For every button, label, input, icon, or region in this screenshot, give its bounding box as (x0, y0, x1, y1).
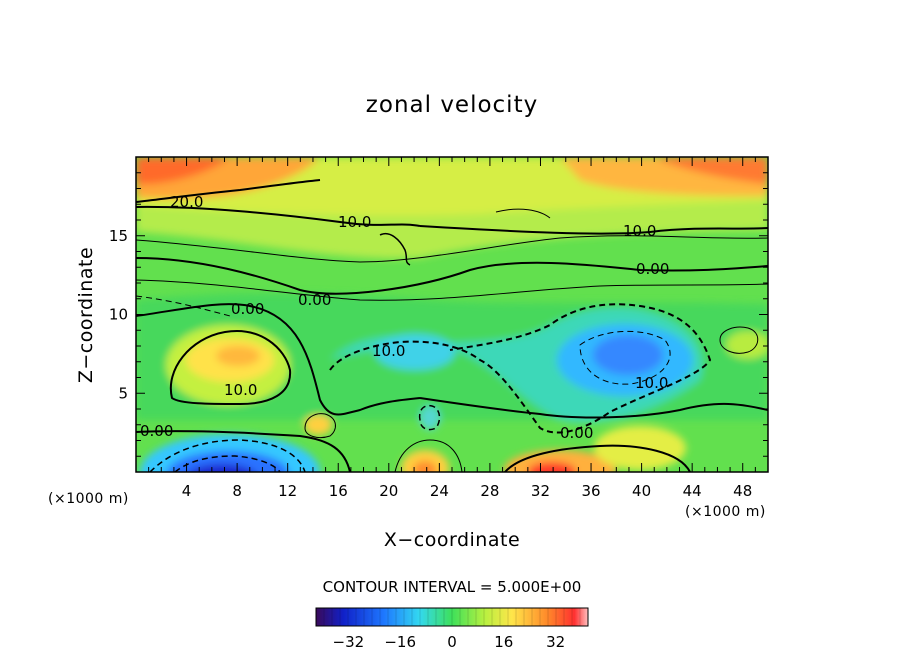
colorbar-tick-label: 32 (546, 633, 565, 651)
contour-label: 0.00 (298, 291, 331, 309)
contour-label: 10.0 (623, 222, 656, 240)
y-tick-label: 15 (109, 227, 128, 245)
contour-label: 0.00 (231, 300, 264, 318)
colorbar-frame (315, 607, 589, 627)
contour-interval-text: CONTOUR INTERVAL = 5.000E+00 (323, 578, 582, 596)
colorbar-tick-label: −32 (333, 633, 365, 651)
chart-title: zonal velocity (366, 92, 538, 118)
colorbar-tick-label: 0 (447, 633, 457, 651)
x-tick-label: 44 (683, 482, 702, 500)
contour-label: 0.00 (560, 424, 593, 442)
y-tick-label: 5 (118, 384, 128, 402)
x-unit-right: (×1000 m) (685, 504, 766, 520)
x-tick-label: 4 (182, 482, 192, 500)
colorbar-tick-label: 16 (494, 633, 513, 651)
x-tick-label: 20 (379, 482, 398, 500)
x-tick-label: 16 (329, 482, 348, 500)
contour-label: 10.0 (224, 381, 257, 399)
x-tick-label: 32 (531, 482, 550, 500)
y-tick-label: 10 (109, 306, 128, 324)
y-axis-ticks: 5 10 15 (109, 172, 768, 457)
x-tick-label: 48 (733, 482, 752, 500)
colorbar (316, 608, 588, 626)
contour-lines (136, 179, 768, 472)
x-tick-label: 24 (430, 482, 449, 500)
contour-label: 10.0 (338, 213, 371, 231)
y-axis-title: Z−coordinate (75, 247, 97, 383)
contour-label-group: 20.0 10.0 10.0 0.00 0.00 0.00 0.00 10.0 … (140, 193, 669, 442)
x-tick-label: 36 (581, 482, 600, 500)
x-tick-label: 8 (232, 482, 242, 500)
colorbar-ticks: −32 −16 0 16 32 (333, 633, 566, 651)
negative-contours (136, 295, 712, 472)
contour-label: 10.0 (372, 342, 405, 360)
x-tick-label: 12 (278, 482, 297, 500)
x-unit-left: (×1000 m) (48, 491, 129, 507)
contour-label: 0.00 (140, 422, 173, 440)
x-axis-ticks: 4 8 12 16 20 24 28 32 36 40 44 48 (148, 157, 756, 500)
contour-label: 10.0 (635, 374, 668, 392)
contour-label: 0.00 (636, 260, 669, 278)
colorbar-stripes (323, 608, 581, 626)
x-tick-label: 28 (480, 482, 499, 500)
contour-label: 20.0 (170, 193, 203, 211)
x-tick-label: 40 (632, 482, 651, 500)
colorbar-tick-label: −16 (384, 633, 416, 651)
plot-area: 20.0 10.0 10.0 0.00 0.00 0.00 0.00 10.0 … (136, 157, 768, 472)
x-axis-title: X−coordinate (384, 529, 520, 551)
